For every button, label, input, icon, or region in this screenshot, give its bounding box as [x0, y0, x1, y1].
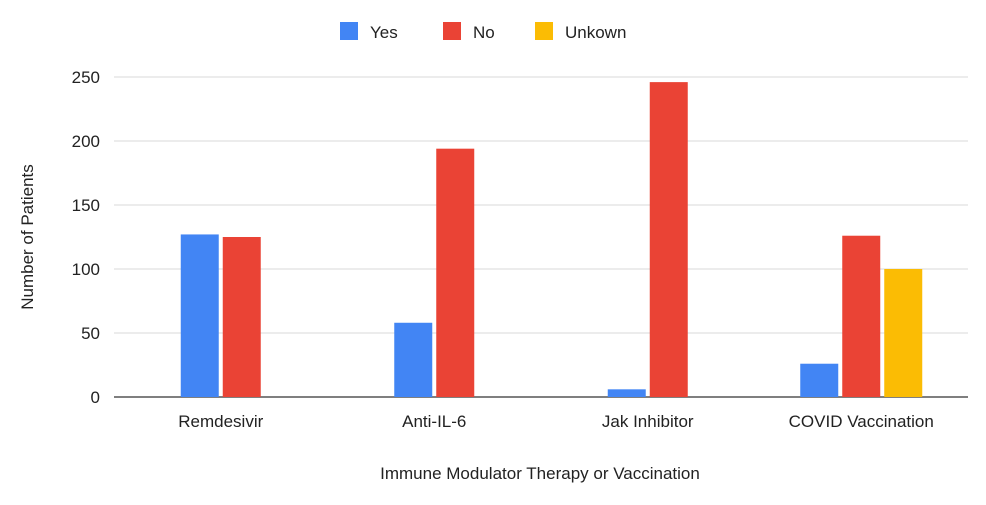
x-tick-label: Anti-IL-6 — [402, 412, 466, 431]
bar-no-3 — [649, 82, 688, 398]
legend-label: Unkown — [565, 23, 626, 42]
legend-swatch-unkown — [535, 22, 553, 40]
bar-yes-3 — [607, 389, 646, 397]
x-tick-label: Remdesivir — [178, 412, 263, 431]
bars — [180, 82, 923, 398]
y-tick-label: 200 — [72, 132, 100, 151]
y-tick-label: 100 — [72, 260, 100, 279]
bar-yes-1 — [180, 234, 219, 397]
y-tick-label: 150 — [72, 196, 100, 215]
x-tick-label: COVID Vaccination — [789, 412, 934, 431]
legend-swatch-no — [443, 22, 461, 40]
y-axis-title: Number of Patients — [18, 164, 37, 310]
y-tick-label: 0 — [91, 388, 100, 407]
bar-no-1 — [222, 237, 261, 397]
bar-yes-2 — [394, 322, 433, 397]
y-tick-label: 50 — [81, 324, 100, 343]
y-axis: 0 50 100 150 200 250 — [72, 68, 100, 407]
legend: Yes No Unkown — [340, 22, 626, 42]
legend-swatch-yes — [340, 22, 358, 40]
bar-no-4 — [842, 235, 881, 397]
bar-unkown-4 — [884, 269, 923, 397]
bar-no-2 — [436, 148, 475, 397]
y-tick-label: 250 — [72, 68, 100, 87]
bar-yes-4 — [800, 363, 839, 397]
x-axis-title: Immune Modulator Therapy or Vaccination — [380, 464, 700, 483]
legend-label: No — [473, 23, 495, 42]
legend-label: Yes — [370, 23, 398, 42]
x-tick-label: Jak Inhibitor — [602, 412, 694, 431]
x-axis: Remdesivir Anti-IL-6 Jak Inhibitor COVID Va… — [178, 412, 934, 431]
